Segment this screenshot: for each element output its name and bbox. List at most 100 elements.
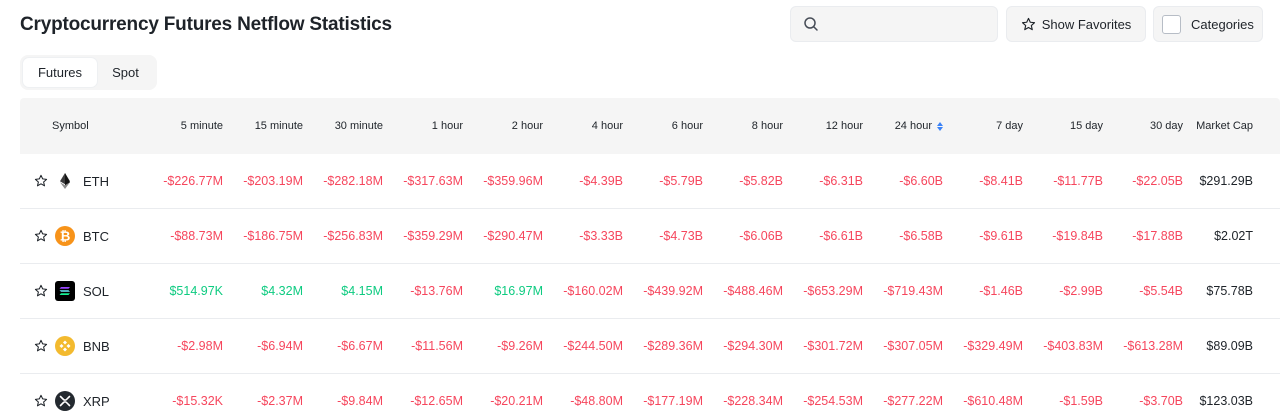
netflow-h24-cell: -$307.05M: [883, 339, 943, 353]
netflow-d7-cell: -$9.61B: [979, 229, 1023, 243]
market-type-tabs: Futures Spot: [20, 55, 157, 90]
categories-checkbox[interactable]: [1162, 14, 1181, 34]
search-box[interactable]: [790, 6, 998, 42]
netflow-d15-cell: -$403.83M: [1043, 339, 1103, 353]
symbol-cell: BNB: [34, 319, 110, 373]
netflow-h1-cell: -$13.76M: [410, 284, 463, 298]
netflow-h1-cell: -$12.65M: [410, 394, 463, 408]
bitcoin-icon: ₿: [55, 226, 75, 246]
column-header-h6[interactable]: 6 hour: [672, 98, 703, 154]
netflow-d15-cell: -$1.59B: [1059, 394, 1103, 408]
netflow-h8-cell: -$228.34M: [723, 394, 783, 408]
netflow-m5-cell: -$15.32K: [172, 394, 223, 408]
column-header-m15[interactable]: 15 minute: [255, 98, 303, 154]
netflow-h1-cell: -$317.63M: [403, 174, 463, 188]
column-header-label: 30 minute: [334, 120, 383, 132]
netflow-d7-cell: -$1.46B: [979, 284, 1023, 298]
symbol-ticker: SOL: [83, 283, 110, 299]
column-header-label: 1 hour: [431, 120, 463, 132]
tab-spot[interactable]: Spot: [112, 65, 139, 80]
column-header-h4[interactable]: 4 hour: [592, 98, 623, 154]
column-header-h1[interactable]: 1 hour: [432, 98, 463, 154]
netflow-d30-cell: -$22.05B: [1132, 174, 1183, 188]
netflow-m30-cell: -$282.18M: [323, 174, 383, 188]
column-header-d15[interactable]: 15 day: [1070, 98, 1103, 154]
netflow-d7-cell: -$8.41B: [979, 174, 1023, 188]
tab-futures[interactable]: Futures: [23, 58, 97, 87]
netflow-m15-cell: -$6.94M: [257, 339, 303, 353]
symbol-cell: SOL: [34, 264, 109, 318]
table-body: ETH -$226.77M -$203.19M -$282.18M -$317.63M -…: [20, 154, 1280, 420]
symbol-ticker: XRP: [83, 393, 110, 409]
column-header-label: 6 hour: [671, 120, 703, 132]
page-title: Cryptocurrency Futures Netflow Statistic…: [20, 14, 392, 35]
column-header-cap[interactable]: Market Cap: [1196, 98, 1253, 154]
column-header-d7[interactable]: 7 day: [996, 98, 1023, 154]
column-header-label: Market Cap: [1196, 120, 1253, 132]
netflow-h6-cell: -$4.73B: [659, 229, 703, 243]
column-header-h2[interactable]: 2 hour: [512, 98, 543, 154]
column-header-label: 5 minute: [180, 120, 223, 132]
netflow-d15-cell: -$2.99B: [1059, 284, 1103, 298]
netflow-m15-cell: -$186.75M: [243, 229, 303, 243]
netflow-d15-cell: -$19.84B: [1052, 229, 1103, 243]
xrp-icon: [55, 391, 75, 411]
table-row[interactable]: XRP -$15.32K -$2.37M -$9.84M -$12.65M -$20.21…: [20, 374, 1280, 420]
netflow-h8-cell: -$488.46M: [723, 284, 783, 298]
table-header: Symbol 5 minute 15 minute 30 minute 1 hour 2…: [20, 98, 1280, 154]
column-header-symbol[interactable]: Symbol: [52, 120, 89, 132]
netflow-h12-cell: -$6.61B: [819, 229, 863, 243]
search-input[interactable]: [827, 16, 987, 32]
netflow-h6-cell: -$289.36M: [643, 339, 703, 353]
column-header-m30[interactable]: 30 minute: [335, 98, 383, 154]
netflow-d30-cell: -$17.88B: [1132, 229, 1183, 243]
netflow-h1-cell: -$359.29M: [403, 229, 463, 243]
solana-icon: [55, 281, 75, 301]
favorite-star-icon[interactable]: [34, 394, 48, 408]
column-header-label: 2 hour: [511, 120, 543, 132]
star-icon: [1021, 17, 1035, 30]
netflow-d30-cell: -$3.70B: [1139, 394, 1183, 408]
netflow-h4-cell: -$160.02M: [563, 284, 623, 298]
netflow-h24-cell: -$6.58B: [899, 229, 943, 243]
favorite-star-icon[interactable]: [34, 284, 48, 298]
market-cap-cell: $123.03B: [1199, 394, 1253, 408]
netflow-h24-cell: -$277.22M: [883, 394, 943, 408]
column-header-m5[interactable]: 5 minute: [181, 98, 223, 154]
netflow-m30-cell: $4.15M: [341, 284, 383, 298]
symbol-cell: ₿ BTC: [34, 209, 109, 263]
favorite-star-icon[interactable]: [34, 229, 48, 243]
netflow-h6-cell: -$439.92M: [643, 284, 703, 298]
table-row[interactable]: SOL $514.97K $4.32M $4.15M -$13.76M $16.97M -$…: [20, 264, 1280, 319]
column-header-label: 4 hour: [591, 120, 623, 132]
netflow-h2-cell: -$290.47M: [483, 229, 543, 243]
netflow-d7-cell: -$610.48M: [963, 394, 1023, 408]
netflow-h6-cell: -$5.79B: [659, 174, 703, 188]
table-row[interactable]: ₿ BTC -$88.73M -$186.75M -$256.83M -$359.29M -…: [20, 209, 1280, 264]
categories-button[interactable]: Categories: [1153, 6, 1263, 42]
netflow-m15-cell: -$2.37M: [257, 394, 303, 408]
column-header-label: 15 day: [1069, 120, 1103, 132]
favorite-star-icon[interactable]: [34, 339, 48, 353]
netflow-h8-cell: -$6.06B: [739, 229, 783, 243]
column-header-h8[interactable]: 8 hour: [752, 98, 783, 154]
table-row[interactable]: BNB -$2.98M -$6.94M -$6.67M -$11.56M -$9.26M -…: [20, 319, 1280, 374]
netflow-m5-cell: -$2.98M: [177, 339, 223, 353]
symbol-cell: ETH: [34, 154, 109, 208]
netflow-m30-cell: -$6.67M: [337, 339, 383, 353]
show-favorites-button[interactable]: Show Favorites: [1006, 6, 1146, 42]
column-header-label: 30 day: [1149, 120, 1183, 132]
favorite-star-icon[interactable]: [34, 174, 48, 188]
symbol-ticker: ETH: [83, 173, 109, 189]
column-header-h24[interactable]: 24 hour: [895, 98, 943, 154]
bnb-icon: [55, 336, 75, 356]
column-header-h12[interactable]: 12 hour: [826, 98, 863, 154]
market-cap-cell: $2.02T: [1214, 229, 1253, 243]
column-header-label: 7 day: [996, 120, 1023, 132]
table-row[interactable]: ETH -$226.77M -$203.19M -$282.18M -$317.63M -…: [20, 154, 1280, 209]
search-icon: [804, 17, 818, 31]
column-header-d30[interactable]: 30 day: [1150, 98, 1183, 154]
column-header-label: 24 hour: [894, 120, 932, 132]
netflow-h1-cell: -$11.56M: [411, 339, 463, 353]
netflow-h8-cell: -$5.82B: [739, 174, 783, 188]
